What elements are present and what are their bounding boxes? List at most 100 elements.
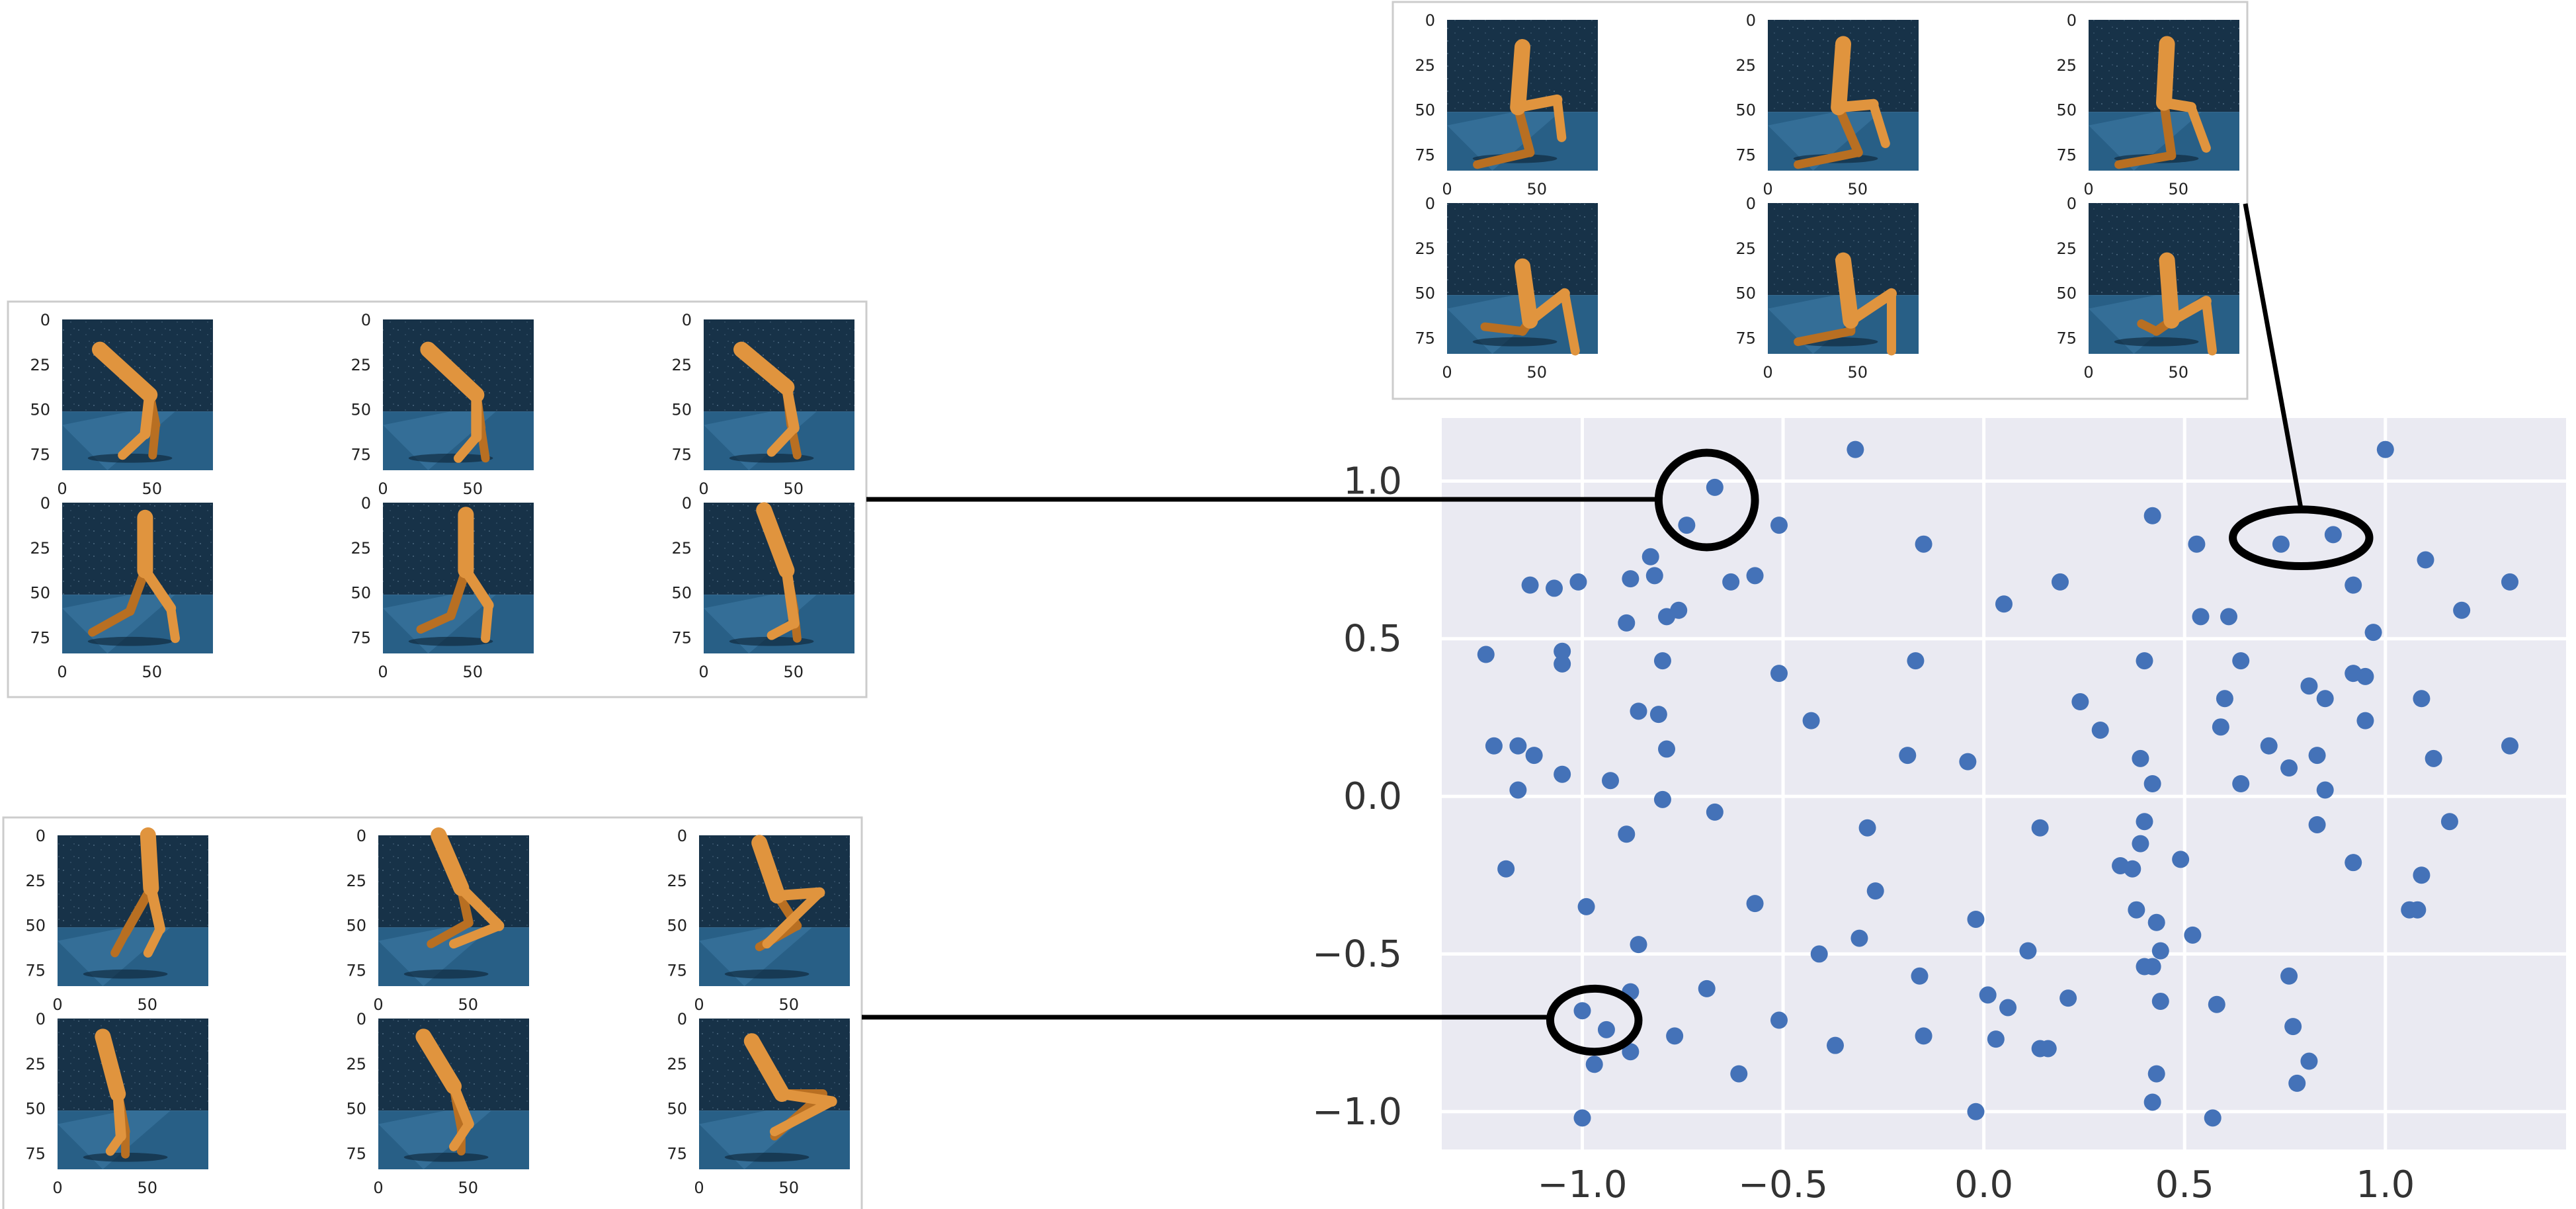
image-y-tick: 0 [1425, 11, 1435, 30]
scatter-point [1554, 655, 1571, 673]
highlight-ellipse-bottom-left-group [1546, 984, 1643, 1056]
scatter-point [2143, 507, 2161, 524]
image-x-tick: 50 [783, 479, 804, 498]
image-x-tick: 0 [694, 995, 704, 1014]
image-y-tick: 75 [30, 446, 50, 464]
scatter-point [2031, 819, 2049, 837]
scatter-point [1907, 652, 1925, 670]
image-x-tick: 50 [458, 995, 478, 1014]
x-tick-label: 0.5 [2155, 1163, 2214, 1206]
image-x-tick: 50 [1526, 180, 1547, 198]
walker-limb [756, 502, 795, 579]
snapshot-frame: 0 25 50 75 0 50 [1735, 11, 1919, 198]
image-y-tick: 50 [346, 917, 366, 935]
walker-limb [118, 429, 150, 460]
scatter-point [2413, 866, 2431, 884]
scatter-point [2345, 576, 2362, 594]
scatter-point [2124, 860, 2141, 878]
image-y-tick: 25 [1415, 56, 1435, 75]
scatter-point [2413, 690, 2431, 708]
y-tick-label: 0.5 [1343, 618, 1402, 661]
scatter-point [2091, 721, 2109, 739]
x-tick-label: 1.0 [2356, 1163, 2415, 1206]
image-y-tick: 0 [361, 311, 371, 329]
scatter-point [2136, 652, 2153, 670]
image-y-tick: 75 [671, 629, 692, 647]
snapshot-frame: 0 25 50 75 0 50 [346, 827, 529, 1014]
walker-shadow [408, 636, 493, 646]
image-y-tick: 25 [1735, 56, 1756, 75]
scatter-point [1911, 967, 1929, 985]
walker-limb [733, 341, 795, 396]
image-y-tick: 25 [671, 539, 692, 558]
scatter-point [1858, 819, 1876, 837]
scatter-point [1802, 712, 1820, 730]
image-y-tick: 25 [25, 1055, 46, 1073]
scatter-point [1866, 882, 1884, 900]
scatter-point [2356, 667, 2374, 685]
walker-limb [415, 1028, 462, 1095]
image-y-tick: 75 [351, 629, 371, 647]
floor-tile [383, 411, 496, 470]
image-y-tick: 25 [667, 1055, 687, 1073]
image-y-tick: 25 [667, 872, 687, 890]
image-x-tick: 50 [142, 479, 162, 498]
scatter-point [2272, 535, 2290, 553]
walker-limb [2137, 319, 2161, 336]
scatter-point [1485, 737, 1503, 755]
image-y-tick: 25 [671, 356, 692, 374]
scatter-point [1573, 1109, 1591, 1127]
sky-background [58, 1019, 208, 1111]
scatter-point [2143, 775, 2161, 792]
image-y-tick: 50 [351, 401, 371, 419]
walker-limb [92, 341, 158, 403]
scatter-point [2192, 608, 2210, 626]
walker-limb [140, 827, 159, 896]
image-x-tick: 0 [57, 663, 67, 681]
walker-shadow [724, 969, 810, 979]
image-y-tick: 50 [2056, 101, 2077, 120]
scatter-point [2316, 690, 2334, 708]
y-tick-label: 1.0 [1343, 460, 1402, 503]
scatter-point [1770, 1011, 1788, 1029]
image-y-tick: 50 [671, 401, 692, 419]
walker-shadow [729, 636, 814, 646]
scatter-point [1698, 980, 1716, 997]
image-y-tick: 0 [677, 827, 687, 845]
scatter-point [2364, 624, 2382, 642]
scatter-point [1577, 897, 1595, 915]
scatter-point [2232, 652, 2250, 670]
image-y-tick: 75 [1735, 146, 1756, 165]
scatter-point [2280, 967, 2298, 985]
image-x-tick: 0 [57, 479, 67, 498]
image-y-tick: 75 [30, 629, 50, 647]
scatter-point [1645, 567, 1663, 585]
walker-limb [2114, 151, 2176, 169]
scatter-point [2132, 835, 2149, 853]
scatter-point [2143, 1093, 2161, 1111]
walker-limb [1833, 99, 1879, 113]
scatter-point [2204, 1109, 2222, 1127]
image-y-tick: 0 [36, 827, 46, 845]
image-x-tick: 50 [458, 1179, 478, 1197]
image-y-tick: 75 [346, 962, 366, 980]
x-tick-label: 0.0 [1954, 1163, 2013, 1206]
walker-limb [1552, 95, 1567, 142]
scatter-point [1770, 665, 1788, 683]
walker-limb [1794, 327, 1855, 347]
scatter-point [2280, 759, 2298, 777]
scatter-point [1618, 825, 1636, 843]
scatter-point [2284, 1018, 2302, 1036]
scatter-point [1995, 595, 2013, 613]
image-y-tick: 75 [346, 1145, 366, 1163]
image-x-tick: 50 [783, 663, 804, 681]
image-x-tick: 50 [1847, 363, 1868, 382]
walker-limb [2201, 296, 2217, 356]
snapshot-frame: 0 25 50 75 0 50 [25, 827, 208, 1014]
panel-top-right: 0 25 50 75 0 50 0 25 50 75 0 50 0 25 50 75 0 50 0 25 50 75 0 50… [1392, 1, 2249, 400]
scatter-point [1622, 1043, 1640, 1061]
walker-limb [751, 835, 786, 904]
walker-shadow [729, 453, 814, 463]
image-y-tick: 75 [25, 962, 46, 980]
walker-limb [448, 1081, 474, 1130]
